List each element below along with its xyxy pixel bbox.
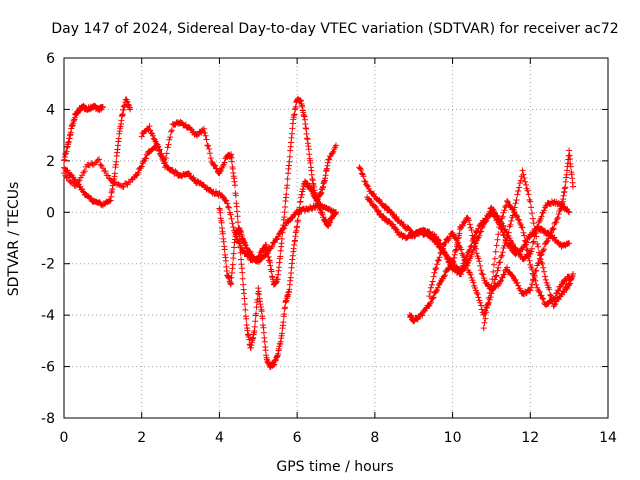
- data-points-track-a: [61, 102, 106, 164]
- data-points-track-g: [364, 194, 573, 278]
- series-track-g: [364, 194, 573, 278]
- series-track-h: [406, 147, 576, 325]
- y-axis-label: SDTVAR / TECUs: [6, 182, 22, 297]
- y-tick-label: 6: [46, 51, 55, 67]
- x-tick-label: 4: [215, 430, 224, 446]
- y-tick-label: 4: [46, 102, 55, 118]
- data-points-track-j: [480, 198, 573, 332]
- y-tick-label: 2: [46, 154, 55, 170]
- x-tick-label: 10: [444, 430, 462, 446]
- x-tick-label: 12: [521, 430, 539, 446]
- x-tick-label: 0: [60, 430, 69, 446]
- y-tick-label: -6: [41, 360, 55, 376]
- series-track-a: [61, 102, 106, 164]
- x-axis-label: GPS time / hours: [276, 459, 393, 475]
- data-points-track-b: [61, 96, 134, 209]
- series-track-j: [480, 198, 573, 332]
- y-tick-label: -2: [41, 257, 55, 273]
- series-track-e: [216, 95, 339, 288]
- series-track-b: [61, 96, 134, 209]
- y-tick-label: -8: [41, 411, 55, 427]
- plot-border: [63, 57, 609, 419]
- x-tick-label: 2: [137, 430, 146, 446]
- x-tick-label: 8: [370, 430, 379, 446]
- x-tick-label: 14: [599, 430, 617, 446]
- y-tick-label: 0: [46, 205, 55, 221]
- data-points-track-h: [406, 147, 576, 325]
- y-tick-label: -4: [41, 308, 55, 324]
- data-points-track-e: [216, 95, 339, 288]
- x-tick-label: 6: [293, 430, 302, 446]
- chart-title: Day 147 of 2024, Sidereal Day-to-day VTE…: [51, 21, 618, 37]
- axis-layer: 0 2 4 6 8 10 12 14 -8 -6 -4 -2 0 2 4 6: [41, 51, 617, 446]
- data-layer: [61, 95, 576, 370]
